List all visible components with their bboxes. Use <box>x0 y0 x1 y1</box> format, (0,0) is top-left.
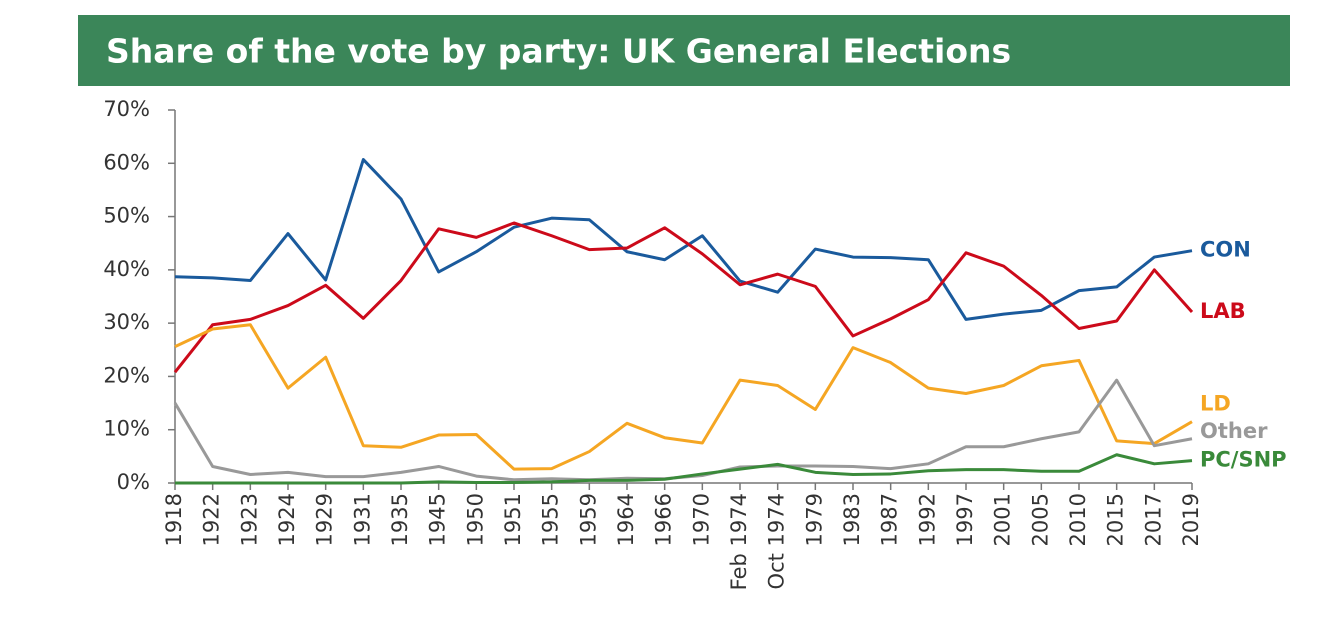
y-tick-label: 10% <box>103 417 150 441</box>
y-tick-label: 40% <box>103 257 150 281</box>
x-tick-label: 1922 <box>200 493 224 546</box>
x-tick-label: 1964 <box>614 493 638 546</box>
x-tick-label: 2001 <box>991 493 1015 546</box>
title-banner <box>78 15 1290 86</box>
x-tick-label: 2015 <box>1104 493 1128 546</box>
y-tick-label: 60% <box>103 150 150 174</box>
series-line <box>173 378 1193 482</box>
series-label: Other <box>1200 419 1268 443</box>
y-tick-label: 0% <box>117 470 150 494</box>
series-line <box>175 453 1193 485</box>
y-tick-label: 30% <box>103 310 150 334</box>
series-line <box>173 221 1194 374</box>
x-tick-label: 1987 <box>878 493 902 546</box>
x-tick-label: 1929 <box>313 493 337 546</box>
x-tick-label: 1950 <box>463 493 487 546</box>
x-tick-label: Feb 1974 <box>727 493 751 590</box>
x-tick-label: 1970 <box>689 493 713 546</box>
x-tick-label: 1951 <box>501 493 525 546</box>
series-label: PC/SNP <box>1200 448 1287 472</box>
y-tick-label: 70% <box>103 97 150 121</box>
series-label: LAB <box>1200 299 1246 323</box>
series-label: LD <box>1200 392 1231 416</box>
series-label: CON <box>1200 238 1251 262</box>
x-tick-label: 1935 <box>388 493 412 546</box>
y-tick-label: 20% <box>103 363 150 387</box>
x-tick-label: 2019 <box>1179 493 1203 546</box>
chart-title: Share of the vote by party: UK General E… <box>106 32 1011 71</box>
x-tick-label: 2010 <box>1066 493 1090 546</box>
x-tick-label: 1955 <box>539 493 563 546</box>
x-tick-label: Oct 1974 <box>765 493 789 589</box>
x-tick-label: 1959 <box>576 493 600 546</box>
x-tick-label: 1924 <box>275 493 299 546</box>
x-tick-label: 2017 <box>1141 493 1165 546</box>
x-tick-label: 1983 <box>840 493 864 546</box>
x-tick-label: 1945 <box>426 493 450 546</box>
x-tick-label: 2005 <box>1028 493 1052 546</box>
x-tick-label: 1997 <box>953 493 977 546</box>
x-tick-label: 1966 <box>652 493 676 546</box>
x-tick-label: 1931 <box>350 493 374 546</box>
series-line <box>174 323 1193 471</box>
y-tick-label: 50% <box>103 204 150 228</box>
x-tick-label: 1979 <box>802 493 826 546</box>
x-tick-label: 1923 <box>237 493 261 546</box>
x-tick-label: 1992 <box>915 493 939 546</box>
series-line <box>174 158 1193 321</box>
x-tick-label: 1918 <box>162 493 186 546</box>
